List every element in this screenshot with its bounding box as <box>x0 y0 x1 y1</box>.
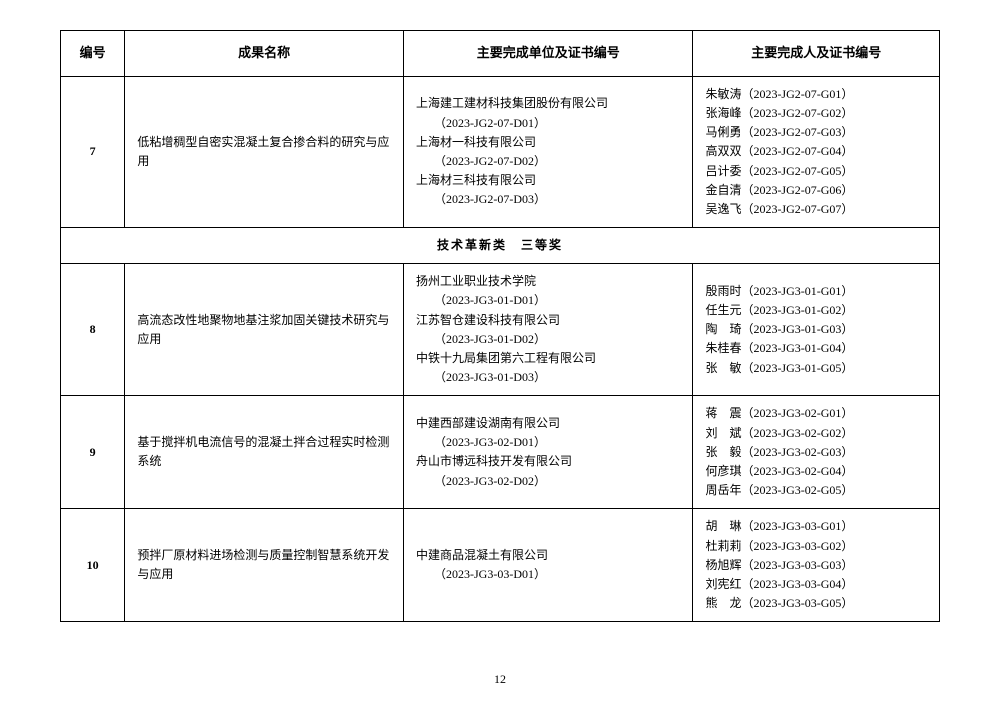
person-entry: 朱桂春（2023-JG3-01-G04） <box>705 339 929 358</box>
header-person: 主要完成人及证书编号 <box>693 31 940 77</box>
unit-code: （2023-JG2-07-D02） <box>416 152 682 171</box>
achievement-name: 基于搅拌机电流信号的混凝土拌合过程实时检测系统 <box>125 396 404 509</box>
person-cell: 蒋 震（2023-JG3-02-G01）刘 斌（2023-JG3-02-G02）… <box>693 396 940 509</box>
person-entry: 张 敏（2023-JG3-01-G05） <box>705 359 929 378</box>
person-entry: 蒋 震（2023-JG3-02-G01） <box>705 404 929 423</box>
unit-name: 上海建工建材科技集团股份有限公司 <box>416 94 682 113</box>
person-entry: 马俐勇（2023-JG2-07-G03） <box>705 123 929 142</box>
table-header-row: 编号 成果名称 主要完成单位及证书编号 主要完成人及证书编号 <box>61 31 940 77</box>
row-id: 7 <box>61 76 125 227</box>
achievement-name: 高流态改性地聚物地基注浆加固关键技术研究与应用 <box>125 264 404 396</box>
person-entry: 金自清（2023-JG2-07-G06） <box>705 181 929 200</box>
person-entry: 熊 龙（2023-JG3-03-G05） <box>705 594 929 613</box>
unit-name: 舟山市博远科技开发有限公司 <box>416 452 682 471</box>
page-number: 12 <box>494 672 506 687</box>
unit-code: （2023-JG3-02-D02） <box>416 472 682 491</box>
unit-cell: 扬州工业职业技术学院（2023-JG3-01-D01）江苏智仓建设科技有限公司（… <box>404 264 693 396</box>
person-entry: 高双双（2023-JG2-07-G04） <box>705 142 929 161</box>
person-entry: 何彦琪（2023-JG3-02-G04） <box>705 462 929 481</box>
person-cell: 胡 琳（2023-JG3-03-G01）杜莉莉（2023-JG3-03-G02）… <box>693 509 940 622</box>
row-id: 8 <box>61 264 125 396</box>
header-name: 成果名称 <box>125 31 404 77</box>
person-entry: 殷雨时（2023-JG3-01-G01） <box>705 282 929 301</box>
unit-code: （2023-JG3-02-D01） <box>416 433 682 452</box>
unit-cell: 中建商品混凝土有限公司（2023-JG3-03-D01） <box>404 509 693 622</box>
awards-table: 编号 成果名称 主要完成单位及证书编号 主要完成人及证书编号 7低粘增稠型自密实… <box>60 30 940 622</box>
unit-cell: 上海建工建材科技集团股份有限公司（2023-JG2-07-D01）上海材一科技有… <box>404 76 693 227</box>
person-entry: 胡 琳（2023-JG3-03-G01） <box>705 517 929 536</box>
section-title: 技术革新类 三等奖 <box>61 228 940 264</box>
unit-code: （2023-JG3-03-D01） <box>416 565 682 584</box>
section-header-row: 技术革新类 三等奖 <box>61 228 940 264</box>
header-unit: 主要完成单位及证书编号 <box>404 31 693 77</box>
row-id: 9 <box>61 396 125 509</box>
unit-code: （2023-JG2-07-D01） <box>416 114 682 133</box>
person-entry: 张 毅（2023-JG3-02-G03） <box>705 443 929 462</box>
achievement-name: 预拌厂原材料进场检测与质量控制智慧系统开发与应用 <box>125 509 404 622</box>
table-body: 7低粘增稠型自密实混凝土复合掺合料的研究与应用上海建工建材科技集团股份有限公司（… <box>61 76 940 622</box>
person-entry: 杨旭辉（2023-JG3-03-G03） <box>705 556 929 575</box>
unit-name: 扬州工业职业技术学院 <box>416 272 682 291</box>
table-row: 8高流态改性地聚物地基注浆加固关键技术研究与应用扬州工业职业技术学院（2023-… <box>61 264 940 396</box>
table-row: 9基于搅拌机电流信号的混凝土拌合过程实时检测系统中建西部建设湖南有限公司（202… <box>61 396 940 509</box>
unit-code: （2023-JG3-01-D01） <box>416 291 682 310</box>
person-entry: 吴逸飞（2023-JG2-07-G07） <box>705 200 929 219</box>
person-entry: 陶 琦（2023-JG3-01-G03） <box>705 320 929 339</box>
person-entry: 刘宪红（2023-JG3-03-G04） <box>705 575 929 594</box>
person-cell: 朱敏涛（2023-JG2-07-G01）张海峰（2023-JG2-07-G02）… <box>693 76 940 227</box>
unit-name: 上海材一科技有限公司 <box>416 133 682 152</box>
header-id: 编号 <box>61 31 125 77</box>
unit-code: （2023-JG2-07-D03） <box>416 190 682 209</box>
achievement-name: 低粘增稠型自密实混凝土复合掺合料的研究与应用 <box>125 76 404 227</box>
person-entry: 杜莉莉（2023-JG3-03-G02） <box>705 537 929 556</box>
person-entry: 朱敏涛（2023-JG2-07-G01） <box>705 85 929 104</box>
person-entry: 吕计委（2023-JG2-07-G05） <box>705 162 929 181</box>
row-id: 10 <box>61 509 125 622</box>
unit-code: （2023-JG3-01-D02） <box>416 330 682 349</box>
person-entry: 任生元（2023-JG3-01-G02） <box>705 301 929 320</box>
unit-name: 上海材三科技有限公司 <box>416 171 682 190</box>
person-cell: 殷雨时（2023-JG3-01-G01）任生元（2023-JG3-01-G02）… <box>693 264 940 396</box>
unit-name: 中建商品混凝土有限公司 <box>416 546 682 565</box>
person-entry: 周岳年（2023-JG3-02-G05） <box>705 481 929 500</box>
unit-name: 中建西部建设湖南有限公司 <box>416 414 682 433</box>
person-entry: 张海峰（2023-JG2-07-G02） <box>705 104 929 123</box>
person-entry: 刘 斌（2023-JG3-02-G02） <box>705 424 929 443</box>
unit-cell: 中建西部建设湖南有限公司（2023-JG3-02-D01）舟山市博远科技开发有限… <box>404 396 693 509</box>
unit-code: （2023-JG3-01-D03） <box>416 368 682 387</box>
table-row: 7低粘增稠型自密实混凝土复合掺合料的研究与应用上海建工建材科技集团股份有限公司（… <box>61 76 940 227</box>
unit-name: 江苏智仓建设科技有限公司 <box>416 311 682 330</box>
unit-name: 中铁十九局集团第六工程有限公司 <box>416 349 682 368</box>
table-row: 10预拌厂原材料进场检测与质量控制智慧系统开发与应用中建商品混凝土有限公司（20… <box>61 509 940 622</box>
